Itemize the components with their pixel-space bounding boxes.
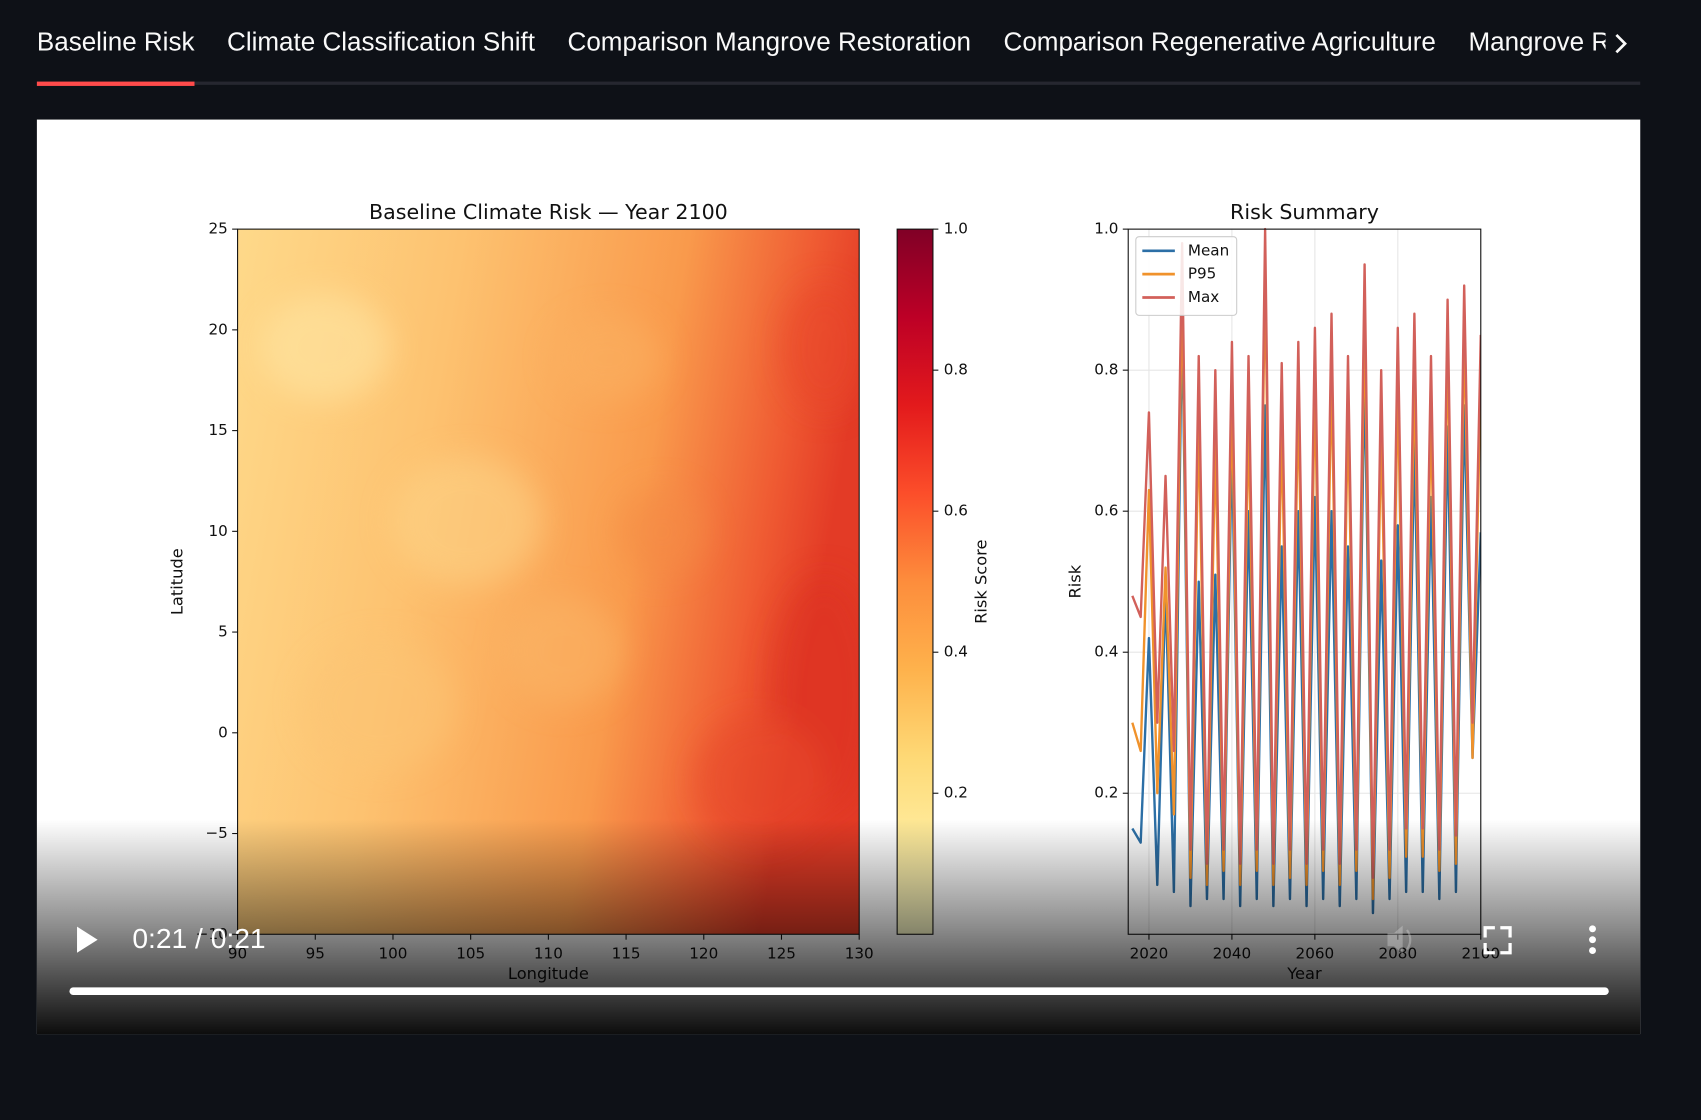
tab[interactable]: Comparison Mangrove Restoration <box>568 27 971 57</box>
tab-scroll-right[interactable] <box>1615 33 1627 54</box>
colorbar-tick-label: 0.6 <box>944 502 968 520</box>
y-tick-label: 0.4 <box>1094 643 1118 661</box>
tab[interactable]: Comparison Regenerative Agriculture <box>1004 27 1436 57</box>
y-tick-label: 5 <box>218 623 228 641</box>
tab[interactable]: Climate Classification Shift <box>227 27 536 57</box>
tab[interactable]: Baseline Risk <box>37 27 196 57</box>
y-axis-label: Risk <box>1066 564 1085 598</box>
mute-button[interactable] <box>1387 925 1412 954</box>
chart-title: Baseline Climate Risk — Year 2100 <box>369 200 728 224</box>
tab-divider <box>36 81 1641 85</box>
y-tick-label: 1.0 <box>1094 220 1118 238</box>
tab-bar: Baseline Risk Climate Classification Shif… <box>37 27 1624 57</box>
video-controls-shade <box>36 819 1641 1035</box>
legend-box <box>1135 236 1238 316</box>
legend: Mean P95 Max <box>1135 236 1238 316</box>
y-axis-label: Latitude <box>167 548 186 615</box>
colorbar <box>896 228 934 935</box>
tab[interactable]: Mangrove Re <box>1468 27 1624 57</box>
legend-label: P95 <box>1188 265 1216 283</box>
colorbar-tick-label: 0.4 <box>944 643 968 661</box>
y-tick-label: 25 <box>209 220 228 238</box>
active-tab-indicator <box>36 81 195 86</box>
colorbar-tick-label: 0.8 <box>944 361 968 379</box>
legend-label: Mean <box>1188 241 1229 259</box>
y-tick-label: 10 <box>209 522 228 540</box>
colorbar-tick-label: 0.2 <box>944 784 968 802</box>
fullscreen-button[interactable] <box>1483 926 1512 955</box>
y-tick-label: 0.2 <box>1094 784 1118 802</box>
chart-title: Risk Summary <box>1230 200 1379 224</box>
y-tick-label: 0.8 <box>1094 361 1118 379</box>
y-tick-label: 15 <box>209 421 228 439</box>
y-tick-label: 0.6 <box>1094 502 1118 520</box>
legend-label: Max <box>1188 288 1219 306</box>
more-options-button[interactable] <box>1589 925 1596 955</box>
y-tick-label: 0 <box>218 723 228 741</box>
colorbar-label: Risk Score <box>971 539 990 623</box>
progress-bar[interactable] <box>69 987 1609 996</box>
heatmap-field <box>237 229 860 935</box>
y-tick-label: 20 <box>209 320 228 338</box>
play-button[interactable] <box>77 926 98 953</box>
video-time: 0:21 / 0:21 <box>132 922 265 954</box>
colorbar-tick-label: 1.0 <box>944 220 968 238</box>
heatmap-chart: Baseline Climate Risk — Year 2100Longitu… <box>167 200 990 983</box>
